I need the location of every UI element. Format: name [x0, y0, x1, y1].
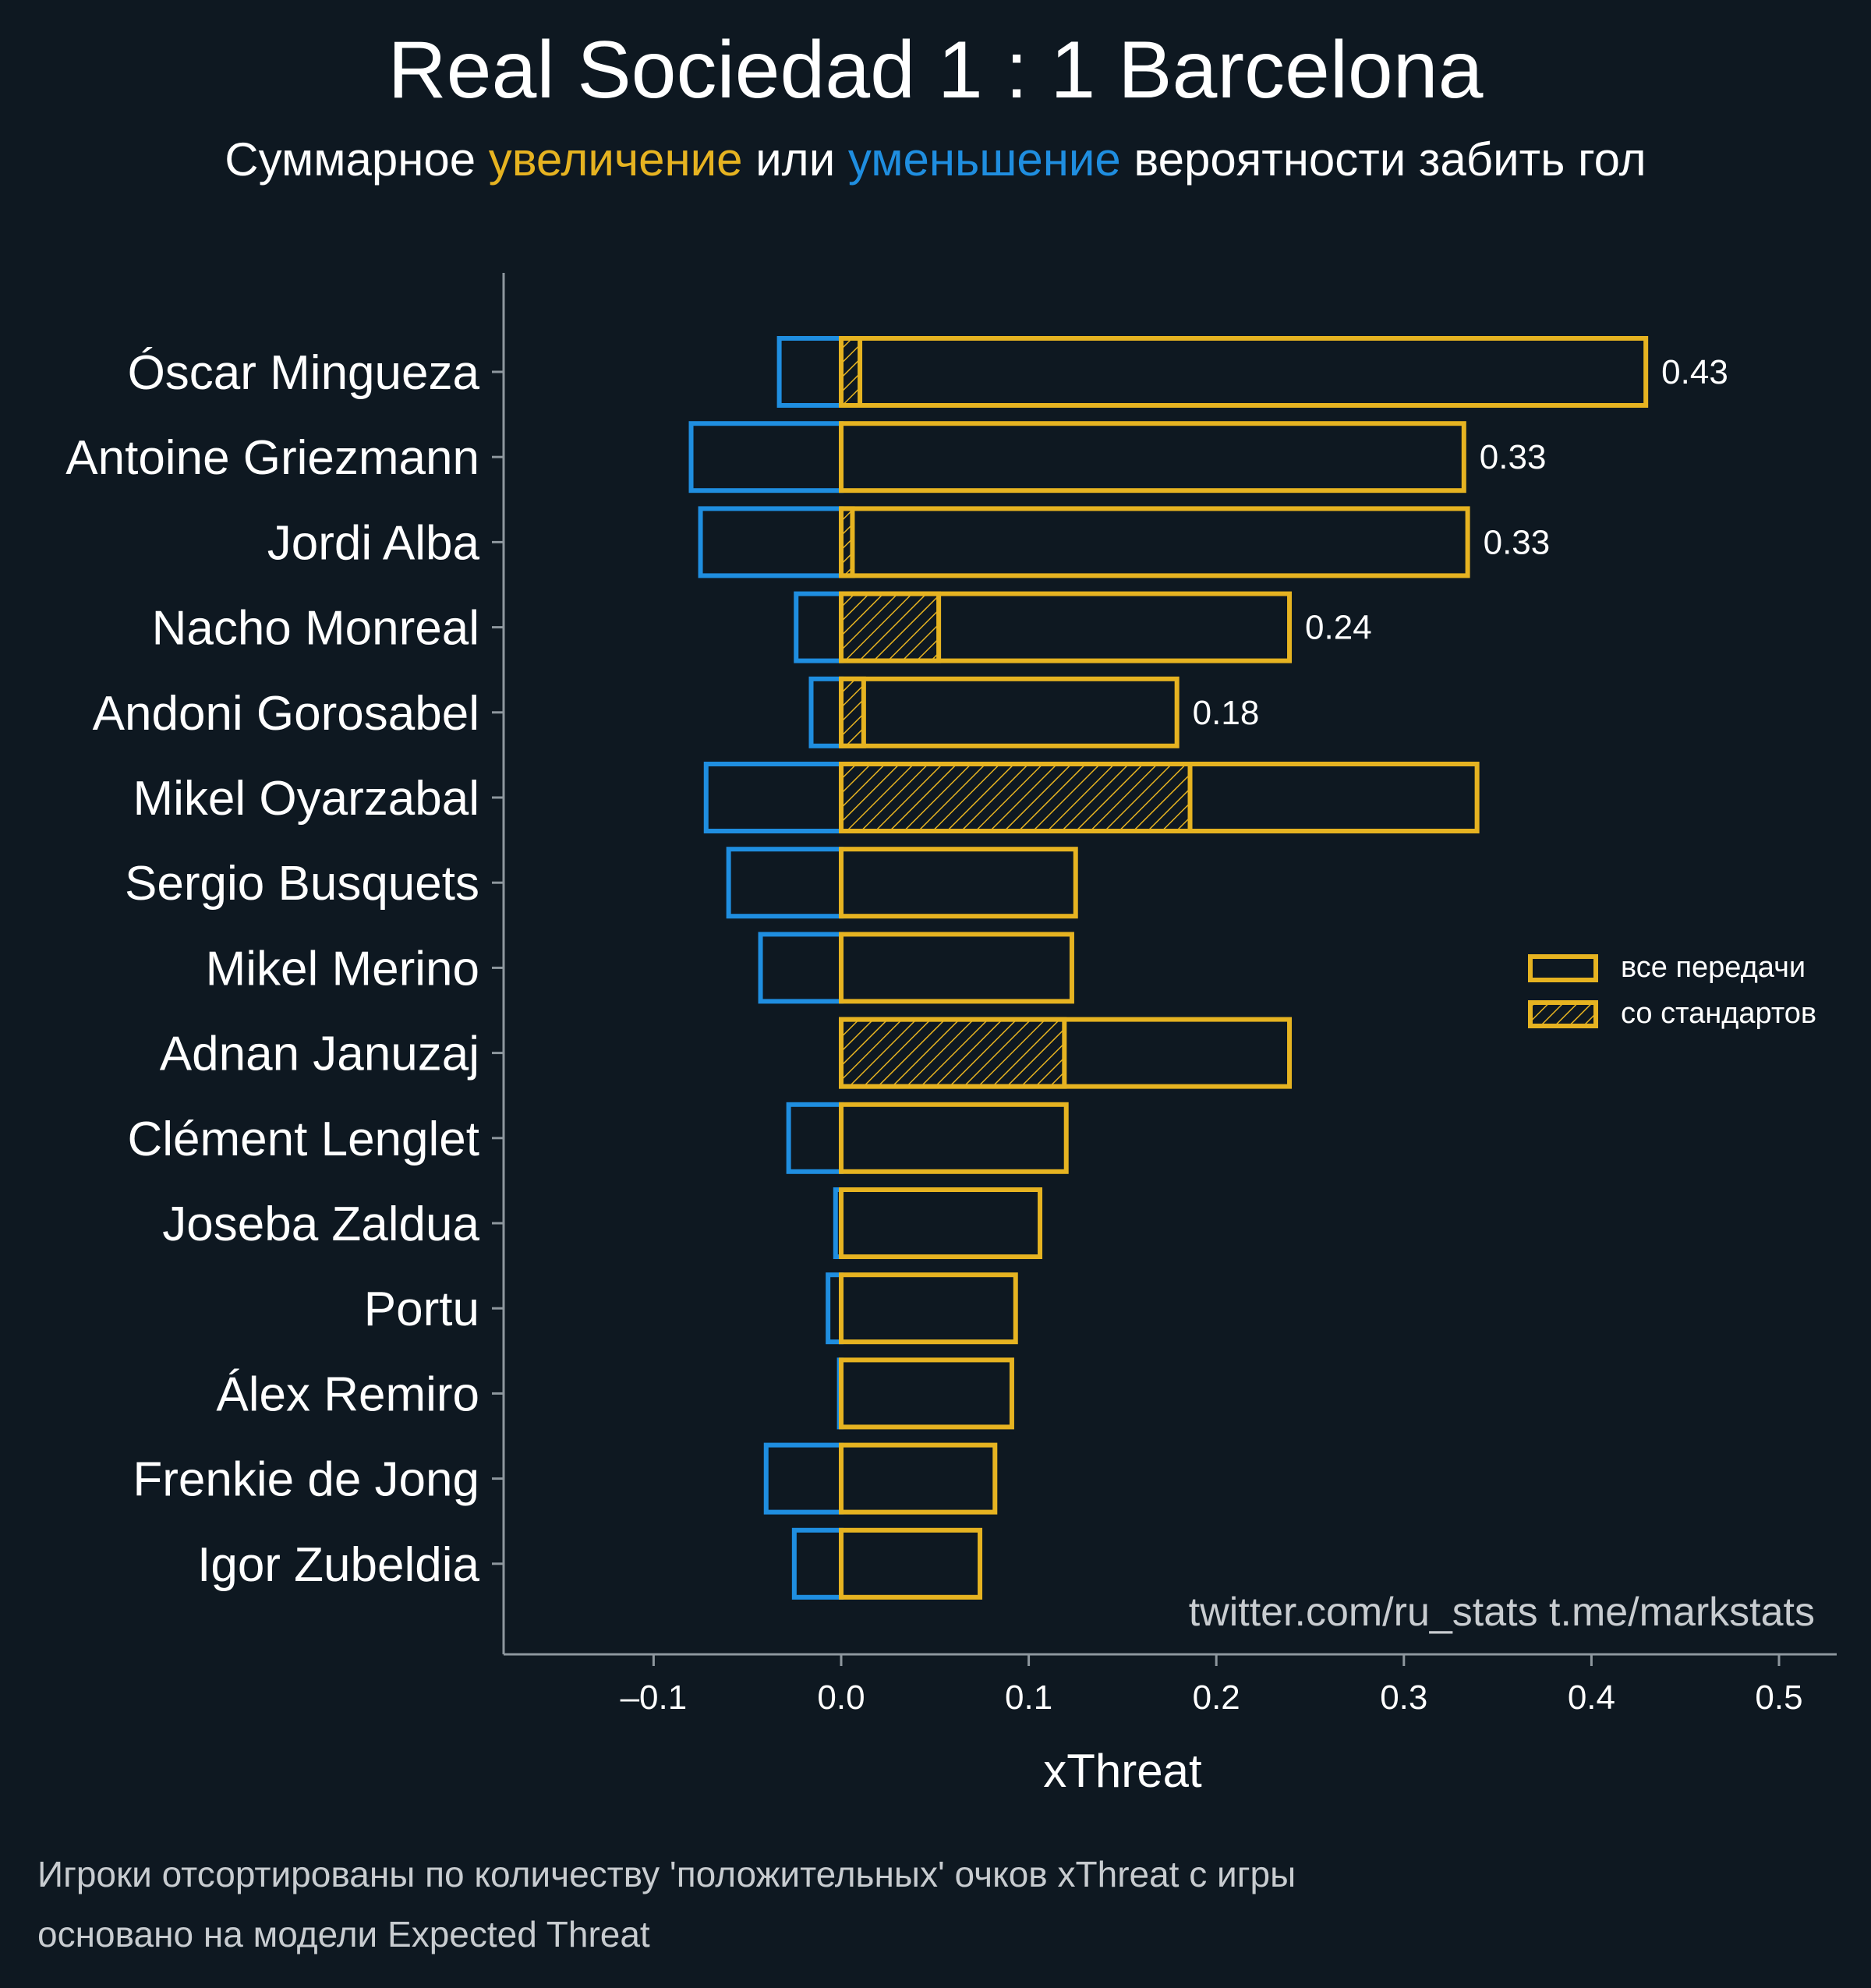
footnote-line-1: Игроки отсортированы по количеству 'поло… — [37, 1854, 1296, 1894]
subtitle-suffix: вероятности забить гол — [1121, 133, 1646, 186]
set-piece-bar — [839, 762, 1193, 833]
negative-bar — [726, 847, 844, 919]
negative-bar — [786, 1102, 844, 1174]
negative-bar — [808, 676, 844, 748]
x-tick-label: 0.3 — [1380, 1678, 1427, 1717]
set-piece-bar — [839, 1017, 1067, 1089]
chart-subtitle: Суммарное увеличение или уменьшение веро… — [225, 133, 1646, 186]
value-labels-group: 0.43 0.33 0.33 0.24 0.18 — [1193, 353, 1728, 732]
y-tick-label: Álex Remiro — [216, 1367, 479, 1421]
positive-bar — [839, 1187, 1043, 1259]
data-label: 0.33 — [1484, 523, 1551, 561]
positive-bar — [839, 1272, 1018, 1345]
y-tick-label: Andoni Gorosabel — [93, 687, 479, 741]
positive-bar — [839, 932, 1074, 1004]
negative-bar — [794, 591, 844, 663]
y-tick-label: Antoine Griezmann — [65, 431, 479, 485]
set-piece-bar — [839, 336, 863, 408]
y-tick-label: Nacho Monreal — [152, 602, 479, 656]
y-tick-label: Clément Lenglet — [128, 1113, 480, 1166]
x-tick-label: 0.2 — [1193, 1678, 1240, 1717]
negative-bar — [758, 932, 844, 1004]
y-tick-label: Óscar Mingueza — [128, 346, 480, 400]
negative-bar — [703, 762, 844, 833]
bars-group — [688, 336, 1649, 1600]
x-ticks-group: –0.1 0.0 0.1 0.2 0.3 0.4 0.5 — [621, 1654, 1803, 1717]
y-tick-label: Portu — [364, 1282, 479, 1336]
positive-bar — [839, 1527, 983, 1600]
subtitle-increase: увеличение — [489, 133, 743, 186]
x-tick-label: 0.5 — [1755, 1678, 1802, 1717]
positive-bar — [839, 506, 1470, 578]
negative-bar — [776, 336, 844, 408]
y-tick-label: Igor Zubeldia — [197, 1538, 479, 1592]
y-tick-label: Adnan Januzaj — [160, 1028, 479, 1081]
positive-bar — [839, 762, 1480, 833]
y-tick-label: Jordi Alba — [267, 516, 480, 570]
data-label: 0.24 — [1305, 609, 1372, 647]
legend-swatch-all-passes — [1528, 954, 1598, 982]
x-axis-label: xThreat — [1043, 1745, 1202, 1797]
positive-bar — [839, 1017, 1293, 1089]
negative-bar — [698, 506, 844, 578]
footnote-line-2: основано на модели Expected Threat — [37, 1914, 650, 1954]
chart-title: Real Sociedad 1 : 1 Barcelona — [388, 25, 1484, 115]
x-tick-label: –0.1 — [621, 1678, 688, 1717]
x-tick-label: 0.1 — [1005, 1678, 1052, 1717]
x-tick-label: 0.0 — [817, 1678, 865, 1717]
watermark: twitter.com/ru_stats t.me/markstats — [1189, 1590, 1815, 1635]
positive-bar — [839, 676, 1180, 748]
subtitle-middle: или — [743, 133, 848, 186]
subtitle-decrease: уменьшение — [848, 133, 1121, 186]
data-label: 0.18 — [1193, 694, 1260, 732]
data-label: 0.43 — [1661, 353, 1728, 391]
positive-bar — [839, 1102, 1069, 1174]
data-label: 0.33 — [1480, 438, 1547, 476]
legend-label-all-passes: все передачи — [1621, 951, 1806, 984]
positive-bar — [839, 1442, 998, 1515]
y-tick-label: Mikel Merino — [206, 942, 479, 996]
y-tick-label: Sergio Busquets — [125, 857, 479, 911]
positive-bar — [839, 847, 1078, 919]
negative-bar — [791, 1527, 844, 1600]
set-piece-bar — [839, 676, 866, 748]
y-tick-label: Joseba Zaldua — [162, 1197, 479, 1251]
legend-swatch-set-pieces — [1528, 1000, 1598, 1028]
positive-bar — [839, 1357, 1014, 1430]
positive-bar — [839, 421, 1466, 493]
x-tick-label: 0.4 — [1568, 1678, 1615, 1717]
negative-bar — [688, 421, 844, 493]
positive-bar — [839, 336, 1649, 408]
subtitle-prefix: Суммарное — [225, 133, 488, 186]
negative-bar — [763, 1442, 844, 1515]
y-tick-label: Mikel Oyarzabal — [133, 772, 479, 826]
y-tick-label: Frenkie de Jong — [133, 1453, 479, 1507]
legend: все передачи со стандартов — [1528, 951, 1816, 1030]
legend-label-set-pieces: со стандартов — [1621, 997, 1816, 1030]
y-ticks-group: Óscar Mingueza Antoine Griezmann Jordi Alb… — [65, 346, 504, 1592]
positive-bar — [839, 591, 1293, 663]
set-piece-bar — [839, 591, 942, 663]
